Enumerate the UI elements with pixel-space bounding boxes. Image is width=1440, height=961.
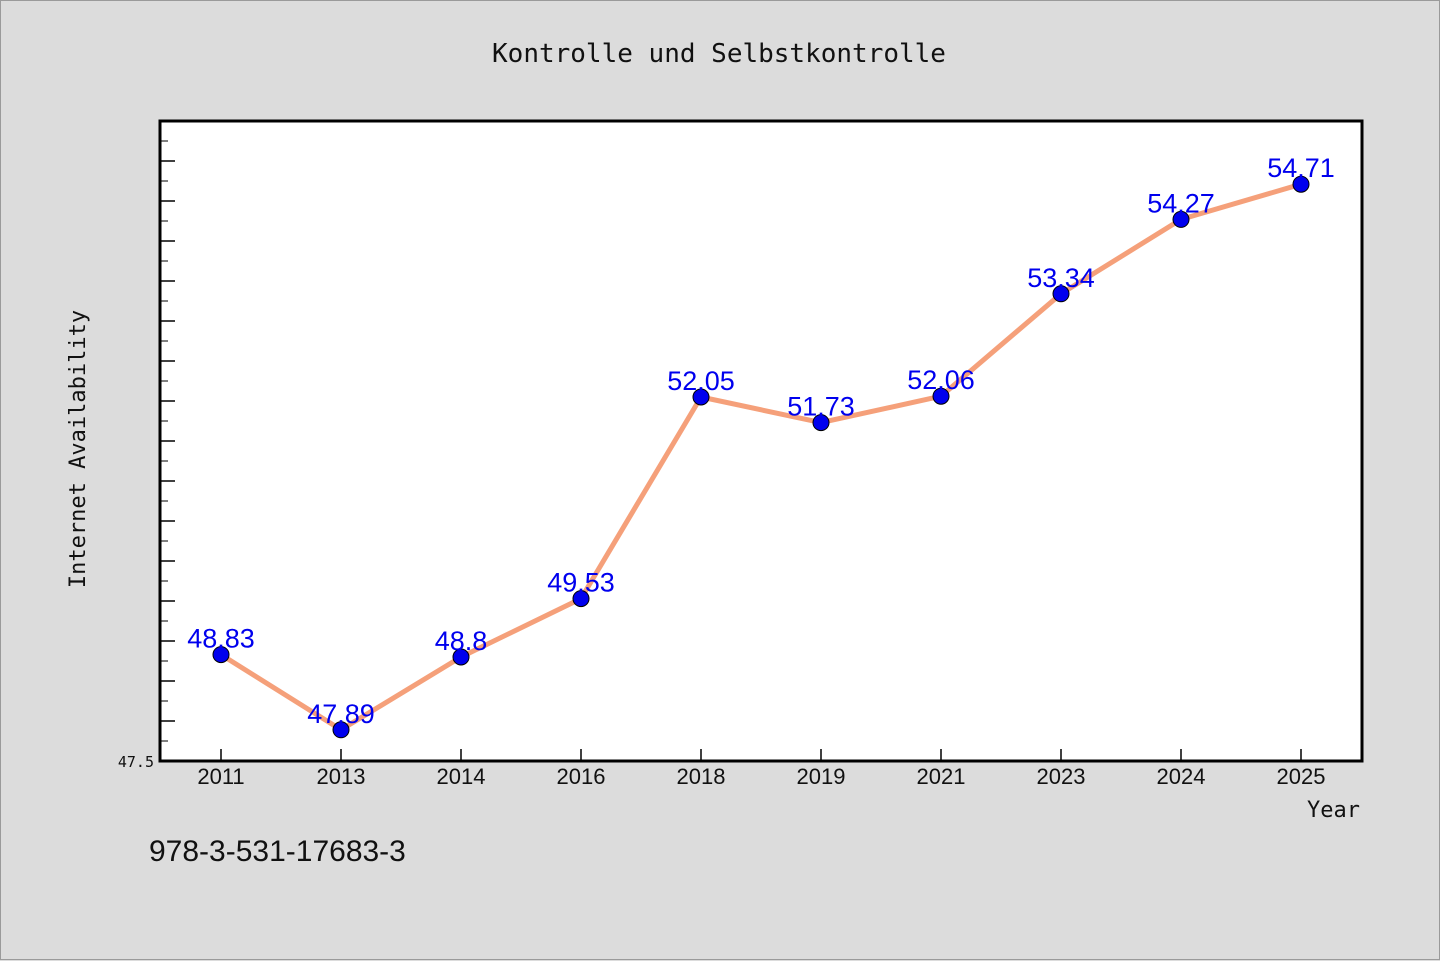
x-tick-label: 2023 (1037, 764, 1086, 789)
data-point (1172, 210, 1190, 228)
series-line (218, 181, 1304, 733)
data-point (212, 646, 230, 664)
data-label: 54.27 (1147, 188, 1215, 218)
isbn-footer: 978-3-531-17683-3 (149, 835, 406, 868)
x-axis-ticks: 2011 2013 2014 2016 2018 2019 2021 2023 2024 2025 (197, 749, 1325, 789)
x-tick-label: 2025 (1277, 764, 1326, 789)
x-tick-label: 2014 (437, 764, 486, 789)
data-label: 47.89 (307, 699, 375, 729)
data-point (812, 414, 830, 432)
data-point (932, 387, 950, 405)
data-label: 54.71 (1267, 153, 1335, 183)
x-tick-label: 2016 (557, 764, 606, 789)
data-label: 49.53 (547, 568, 615, 598)
data-point (692, 388, 710, 406)
data-label: 48.8 (435, 626, 488, 656)
data-point (572, 590, 590, 608)
data-point (332, 721, 350, 739)
data-point (452, 648, 470, 666)
plot-area (158, 119, 1364, 763)
y-axis-label: Internet Availability (66, 310, 91, 588)
data-point (1052, 285, 1070, 303)
data-label: 51.73 (787, 392, 855, 422)
x-axis-label: Year (1307, 798, 1360, 823)
data-label: 53.34 (1027, 263, 1095, 293)
y-tick-label: 47.5 (118, 753, 154, 771)
data-point (1292, 175, 1310, 193)
x-tick-label: 2024 (1157, 764, 1206, 789)
x-tick-label: 2019 (797, 764, 846, 789)
chart-title: Kontrolle und Selbstkontrolle (492, 39, 946, 69)
data-label: 52.05 (667, 366, 735, 396)
data-label: 48.83 (187, 624, 255, 654)
data-label: 52.06 (907, 365, 975, 395)
x-tick-label: 2011 (197, 764, 244, 789)
x-tick-label: 2021 (917, 764, 966, 789)
y-axis-ticks: 47.5 (118, 140, 175, 771)
series-group: 48.83 47.89 48.8 49.53 52.05 51.73 52.06 53.34 5… (187, 153, 1335, 739)
x-tick-label: 2013 (317, 764, 366, 789)
x-tick-label: 2018 (677, 764, 726, 789)
